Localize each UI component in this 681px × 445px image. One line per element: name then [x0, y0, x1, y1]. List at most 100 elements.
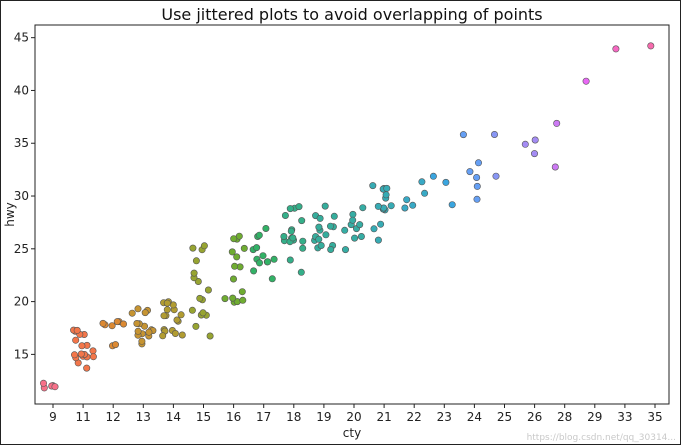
y-tick-label: 25: [14, 242, 29, 256]
data-point: [330, 212, 338, 220]
x-tick-label: 28: [557, 410, 572, 424]
data-point: [299, 237, 307, 245]
data-point: [473, 182, 481, 190]
data-point: [206, 332, 214, 340]
data-point: [264, 258, 272, 266]
data-point: [326, 222, 334, 230]
x-tick-label: 11: [75, 410, 90, 424]
y-tick-label: 20: [14, 295, 29, 309]
y-tick-label: 30: [14, 189, 29, 203]
data-point: [429, 172, 437, 180]
data-point: [286, 256, 294, 264]
data-point: [255, 231, 263, 239]
data-point: [492, 172, 500, 180]
data-point: [459, 131, 467, 139]
data-point: [221, 295, 229, 303]
data-point: [341, 226, 349, 234]
data-point: [349, 216, 357, 224]
data-point: [418, 178, 426, 186]
data-point: [351, 234, 359, 242]
data-point: [298, 217, 306, 225]
data-point: [177, 311, 185, 319]
data-point: [255, 259, 263, 267]
data-point: [73, 326, 81, 334]
data-point: [83, 364, 91, 372]
data-point: [192, 322, 200, 330]
x-tick-label: 19: [316, 410, 331, 424]
x-tick-label: 35: [647, 410, 662, 424]
data-point: [138, 337, 146, 345]
data-point: [442, 178, 450, 186]
data-point: [647, 42, 655, 50]
data-point: [531, 136, 539, 144]
data-point: [357, 233, 365, 241]
data-point: [341, 246, 349, 254]
data-point: [200, 242, 208, 250]
data-point: [141, 309, 149, 317]
data-point: [287, 227, 295, 235]
data-point: [134, 327, 142, 335]
data-point: [190, 269, 198, 277]
data-point: [490, 131, 498, 139]
x-tick-label: 26: [527, 410, 542, 424]
data-point: [321, 202, 329, 210]
data-point: [382, 191, 390, 199]
data-point: [553, 119, 561, 127]
data-point: [299, 244, 307, 252]
data-point: [231, 262, 239, 270]
data-point: [409, 201, 417, 209]
x-tick-label: 20: [346, 410, 361, 424]
data-point: [359, 204, 367, 212]
x-axis-ticks: 9 11 12 13 14 15 16 17 18 19 20 21 22 23 24 25 26 28 29 33 3…: [49, 404, 663, 424]
data-point: [297, 268, 305, 276]
data-point: [134, 305, 142, 313]
data-point: [421, 189, 429, 197]
data-point: [228, 248, 236, 256]
data-point: [192, 257, 200, 265]
data-point: [188, 306, 196, 314]
data-point: [99, 319, 107, 327]
data-point: [466, 168, 474, 176]
data-point: [281, 212, 289, 220]
x-tick-label: 29: [587, 410, 602, 424]
data-point: [322, 231, 330, 239]
data-point: [239, 296, 247, 304]
data-point: [295, 203, 303, 211]
data-point: [163, 306, 171, 314]
data-point: [160, 312, 168, 320]
points-layer: [39, 42, 655, 392]
data-point: [133, 319, 141, 327]
data-point: [253, 244, 261, 252]
data-point: [72, 336, 80, 344]
data-point: [250, 267, 258, 275]
data-point: [315, 235, 323, 243]
data-point: [286, 205, 294, 213]
data-point: [315, 223, 323, 231]
data-point: [521, 140, 529, 148]
data-point: [178, 331, 186, 339]
data-point: [289, 234, 297, 242]
x-tick-label: 15: [196, 410, 211, 424]
data-point: [474, 159, 482, 167]
data-point: [327, 246, 335, 254]
y-tick-label: 15: [14, 347, 29, 361]
data-point: [240, 244, 248, 252]
data-point: [189, 244, 197, 252]
data-point: [403, 196, 411, 204]
data-point: [51, 383, 59, 391]
data-point: [262, 225, 270, 233]
x-tick-label: 12: [106, 410, 121, 424]
x-tick-label: 21: [376, 410, 391, 424]
y-tick-label: 40: [14, 83, 29, 97]
data-point: [387, 202, 395, 210]
y-tick-label: 45: [14, 31, 29, 45]
data-point: [317, 242, 325, 250]
data-point: [383, 184, 391, 192]
data-point: [229, 294, 237, 302]
data-point: [551, 163, 559, 171]
data-point: [145, 328, 153, 336]
data-point: [233, 253, 241, 261]
data-point: [370, 225, 378, 233]
y-tick-label: 35: [14, 136, 29, 150]
